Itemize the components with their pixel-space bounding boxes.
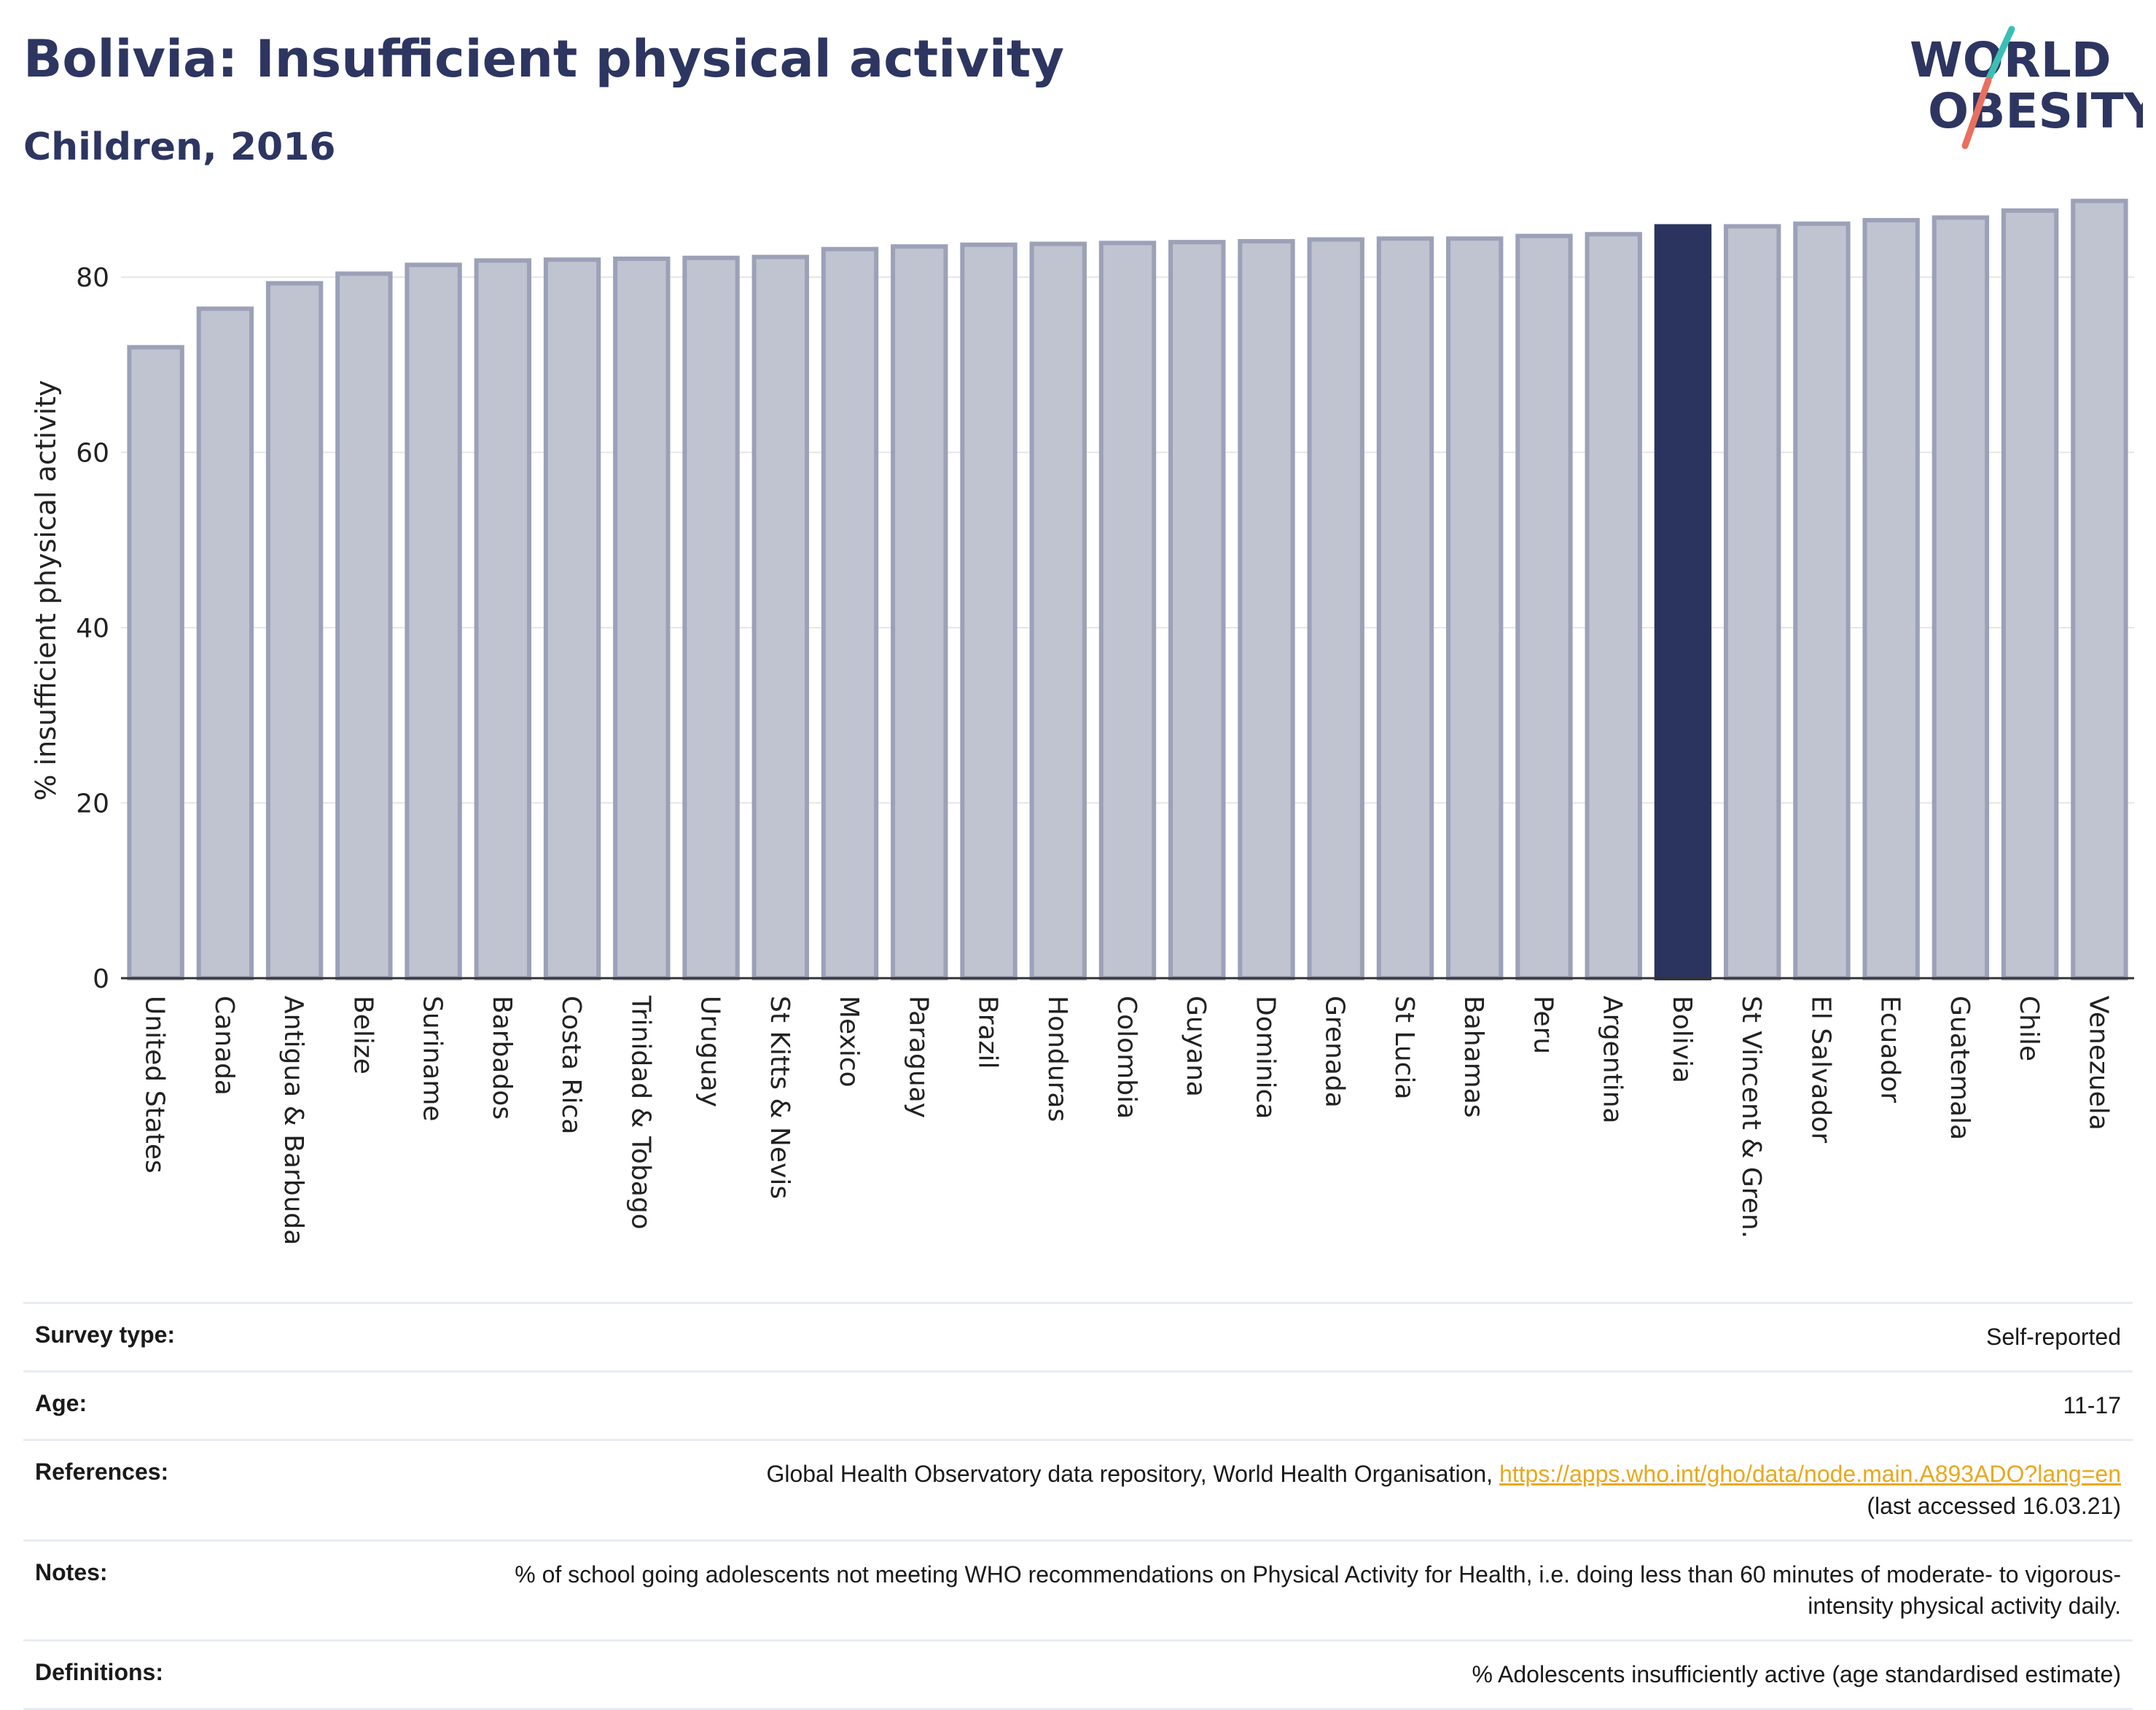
bar xyxy=(265,281,324,981)
bar xyxy=(960,242,1018,980)
meta-label: Notes: xyxy=(35,1558,108,1585)
x-tick-label: Brazil xyxy=(973,996,1003,1069)
x-tick-label: Bolivia xyxy=(1667,996,1697,1083)
bar-layer xyxy=(127,198,2128,981)
bar xyxy=(2001,208,2059,980)
meta-value: % of school going adolescents not meetin… xyxy=(515,1561,2121,1619)
logo-slash-teal xyxy=(1986,26,2015,80)
x-tick-label: Grenada xyxy=(1320,996,1350,1108)
bar xyxy=(1932,215,1990,981)
bar xyxy=(1723,224,1781,981)
x-tick-label: Canada xyxy=(209,996,239,1096)
x-tick-label: Honduras xyxy=(1042,996,1072,1122)
meta-label: Age: xyxy=(35,1390,87,1417)
bar xyxy=(1307,237,1364,980)
x-tick-label: Uruguay xyxy=(695,996,725,1107)
y-tick-label: 0 xyxy=(93,964,109,994)
bar xyxy=(821,246,879,980)
y-tick-label: 80 xyxy=(76,263,109,293)
x-tick-label: Belize xyxy=(348,996,378,1074)
meta-row-age: Age: 11-17 xyxy=(23,1370,2133,1439)
meta-label: References: xyxy=(35,1459,169,1485)
bar xyxy=(474,258,532,980)
x-tick-label: El Salvador xyxy=(1805,996,1835,1143)
y-axis-label: % insufficient physical activity xyxy=(30,380,62,800)
logo-slash-coral xyxy=(1961,77,1992,149)
x-tick-label: St Vincent & Gren. xyxy=(1736,996,1766,1238)
meta-value: 11-17 xyxy=(2063,1392,2121,1419)
logo-line1: WORLD xyxy=(1910,32,2112,88)
x-tick-label: Ecuador xyxy=(1875,996,1905,1103)
x-tick-label: Bahamas xyxy=(1458,996,1488,1118)
bar xyxy=(751,254,809,980)
y-tick-label: 20 xyxy=(76,789,109,819)
chart-subtitle: Children, 2016 xyxy=(23,125,336,169)
bar xyxy=(405,262,462,980)
bar xyxy=(1376,236,1434,980)
x-tick-label: Suriname xyxy=(418,996,448,1122)
y-tick-label: 60 xyxy=(76,439,109,469)
x-tick-label: Trinidad & Tobago xyxy=(625,995,655,1230)
bar xyxy=(127,345,184,980)
y-tick-label: 40 xyxy=(76,614,109,644)
x-tick-label: Argentina xyxy=(1598,996,1628,1124)
world-obesity-logo: WORLD OBESITY xyxy=(1910,26,2143,149)
reference-link[interactable]: https://apps.who.int/gho/data/node.main.… xyxy=(1499,1461,2121,1488)
logo-line2: OBESITY xyxy=(1928,83,2143,139)
chart-title: Bolivia: Insufficient physical activity xyxy=(23,29,1064,89)
meta-value: % Adolescents insufficiently active (age… xyxy=(1472,1661,2121,1688)
x-tick-label: Mexico xyxy=(834,996,864,1088)
x-tick-label: Guatemala xyxy=(1945,996,1975,1140)
reference-text: Global Health Observatory data repositor… xyxy=(766,1461,1499,1488)
meta-row-references: References: Global Health Observatory da… xyxy=(23,1439,2133,1539)
meta-row-notes: Notes: % of school going adolescents not… xyxy=(23,1539,2133,1639)
x-tick-label: St Lucia xyxy=(1389,996,1419,1100)
x-tick-label: Chile xyxy=(2014,996,2044,1061)
reference-accessed: (last accessed 16.03.21) xyxy=(1867,1492,2121,1519)
x-tick-label: Paraguay xyxy=(903,996,933,1118)
x-tick-label: Venezuela xyxy=(2083,996,2113,1131)
x-tick-label: Barbados xyxy=(487,996,517,1120)
x-tick-label: Colombia xyxy=(1112,996,1141,1119)
x-tick-label: Peru xyxy=(1528,996,1558,1054)
meta-row-survey-type: Survey type: Self-reported xyxy=(23,1302,2133,1370)
meta-value: Self-reported xyxy=(1986,1324,2121,1350)
bar xyxy=(1029,241,1087,980)
x-tick-label: Costa Rica xyxy=(556,996,586,1134)
bar xyxy=(891,244,948,980)
axis-layer: 0 20 40 60 80 United States Canada Antigua & Ba… xyxy=(76,263,2134,1245)
bar xyxy=(1793,221,1851,980)
bar xyxy=(682,255,740,981)
bar xyxy=(1098,241,1157,980)
metadata-table: Survey type: Self-reported Age: 11-17 Re… xyxy=(23,1302,2133,1710)
bar-highlight xyxy=(1654,224,1712,981)
bar xyxy=(2071,198,2128,980)
meta-row-definitions: Definitions: % Adolescents insufficientl… xyxy=(23,1639,2133,1710)
bar xyxy=(1168,240,1226,980)
bar xyxy=(1862,218,1920,981)
bar xyxy=(1238,238,1295,981)
bar xyxy=(1446,236,1504,980)
bar xyxy=(335,271,393,980)
x-tick-label: Dominica xyxy=(1250,996,1280,1120)
x-tick-label: United States xyxy=(140,996,170,1174)
bar xyxy=(1515,233,1573,980)
bar xyxy=(1585,232,1642,980)
bar xyxy=(543,257,601,980)
bar xyxy=(196,306,254,981)
meta-label: Survey type: xyxy=(35,1321,176,1348)
x-tick-label: Antigua & Barbuda xyxy=(278,996,308,1245)
meta-label: Definitions: xyxy=(35,1659,163,1686)
x-tick-label: St Kitts & Nevis xyxy=(765,996,794,1199)
meta-value: Global Health Observatory data repositor… xyxy=(766,1459,2121,1521)
x-tick-label: Guyana xyxy=(1181,996,1211,1097)
bar-chart: 0 20 40 60 80 United States Canada Antigua & Ba… xyxy=(30,198,2134,1245)
bar xyxy=(613,256,671,980)
